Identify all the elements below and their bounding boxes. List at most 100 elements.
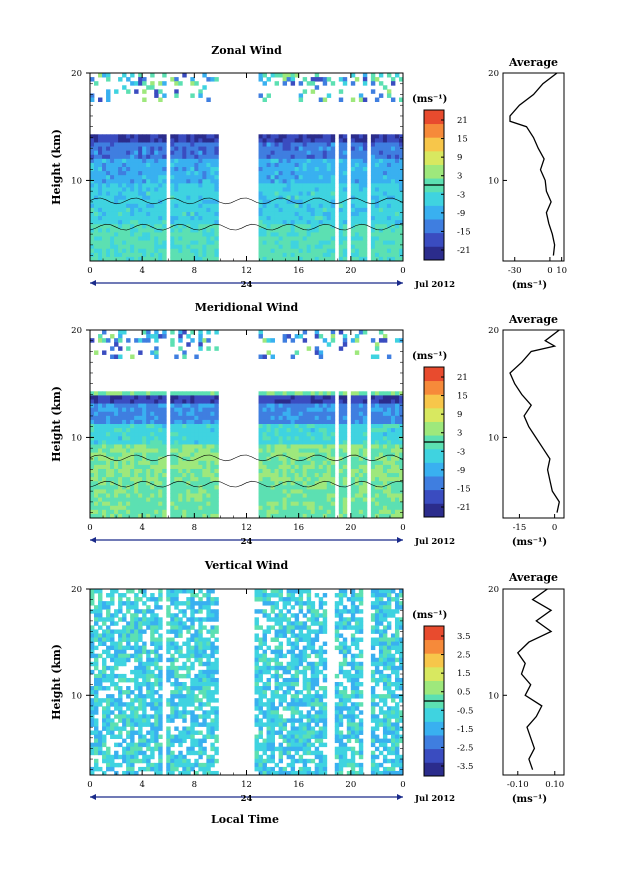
heatmap-cell — [198, 228, 203, 233]
heatmap-cell — [278, 403, 284, 409]
heatmap-cell — [102, 758, 107, 764]
heatmap-cell — [174, 411, 179, 417]
heatmap-cell — [266, 134, 271, 139]
heatmap-cell — [322, 477, 328, 482]
heatmap-cell — [330, 175, 336, 180]
heatmap-cell — [274, 244, 280, 250]
heatmap-cell — [134, 645, 139, 651]
heatmap-cell — [342, 150, 348, 156]
heatmap-cell — [198, 232, 203, 237]
heatmap-cell — [306, 448, 312, 454]
heatmap-cell — [262, 338, 267, 343]
heatmap-cell — [358, 171, 364, 176]
heatmap-cell — [266, 77, 271, 82]
heatmap-cell — [258, 240, 263, 246]
heatmap-cell — [138, 718, 143, 723]
heatmap-cell — [170, 419, 175, 425]
heatmap-cell — [102, 754, 107, 760]
heatmap-cell — [290, 407, 296, 413]
heatmap-cell — [122, 690, 127, 695]
heatmap-cell — [282, 134, 288, 139]
heatmap-cell — [306, 485, 312, 490]
heatmap-cell — [158, 489, 163, 494]
heatmap-cell — [102, 657, 107, 663]
heatmap-cell — [302, 505, 308, 511]
heatmap-cell — [310, 432, 316, 437]
heatmap-cell — [210, 424, 215, 429]
heatmap-cell — [138, 509, 143, 515]
heatmap-cell — [318, 505, 324, 511]
heatmap-cell — [338, 399, 344, 404]
heatmap-cell — [298, 509, 304, 515]
heatmap-cell — [174, 167, 179, 172]
heatmap-cell — [146, 436, 151, 441]
heatmap-cell — [326, 411, 332, 417]
heatmap-cell — [326, 428, 332, 433]
heatmap-cell — [158, 407, 163, 413]
heatmap-cell — [206, 497, 211, 503]
heatmap-cell — [138, 669, 143, 675]
heatmap-cell — [90, 403, 95, 409]
heatmap-cell — [158, 175, 163, 180]
heatmap-cell — [310, 464, 316, 470]
heatmap-cell — [378, 399, 384, 404]
heatmap-cell — [94, 730, 99, 735]
heatmap-cell — [90, 661, 95, 667]
heatmap-cell — [338, 346, 344, 351]
heatmap-cell — [330, 195, 336, 201]
heatmap-cell — [258, 485, 263, 490]
heatmap-cell — [262, 468, 267, 474]
heatmap-cell — [394, 493, 400, 498]
heatmap-cell — [338, 395, 344, 400]
heatmap-cell — [262, 411, 267, 417]
heatmap-cell — [274, 444, 280, 449]
heatmap-cell — [294, 452, 300, 458]
heatmap-cell — [206, 464, 211, 470]
heatmap-cell — [142, 613, 147, 618]
heatmap-cell — [146, 224, 151, 229]
heatmap-cell — [98, 175, 103, 180]
heatmap-cell — [122, 653, 127, 659]
heatmap-cell — [398, 399, 404, 404]
heatmap-cell — [162, 81, 167, 86]
heatmap-cell — [266, 252, 271, 258]
heatmap-cell — [150, 207, 155, 213]
heatmap-cell — [302, 399, 308, 404]
heatmap-cell — [286, 493, 292, 498]
heatmap-cell — [378, 415, 384, 421]
heatmap-cell — [318, 407, 324, 413]
heatmap-cell — [270, 391, 275, 396]
heatmap-cell — [318, 138, 324, 143]
heatmap-cell — [294, 391, 300, 396]
heatmap-cell — [394, 73, 400, 78]
heatmap-cell — [110, 134, 115, 139]
heatmap-cell — [378, 220, 384, 225]
heatmap-cell — [330, 448, 336, 454]
heatmap-cell — [354, 175, 360, 180]
heatmap-cell — [386, 175, 392, 180]
heatmap-cell — [98, 138, 103, 143]
heatmap-cell — [258, 228, 263, 233]
heatmap-cell — [330, 240, 336, 246]
heatmap-cell — [130, 162, 135, 168]
heatmap-cell — [90, 601, 95, 606]
heatmap-cell — [106, 199, 111, 205]
heatmap-cell — [370, 211, 376, 217]
heatmap-cell — [114, 440, 119, 445]
heatmap-cell — [314, 489, 320, 494]
heatmap-cell — [98, 171, 103, 176]
heatmap-cell — [270, 456, 275, 462]
heatmap-cell — [150, 505, 155, 511]
heatmap-cell — [314, 236, 320, 241]
heatmap-cell — [370, 224, 376, 229]
heatmap-cell — [358, 428, 364, 433]
heatmap-cell — [382, 428, 388, 433]
heatmap-cell — [130, 419, 135, 425]
heatmap-cell — [122, 411, 127, 417]
heatmap-cell — [150, 138, 155, 143]
heatmap-cell — [162, 244, 167, 250]
heatmap-cell — [202, 473, 207, 478]
heatmap-cell — [354, 424, 360, 429]
heatmap-cell — [270, 509, 275, 515]
